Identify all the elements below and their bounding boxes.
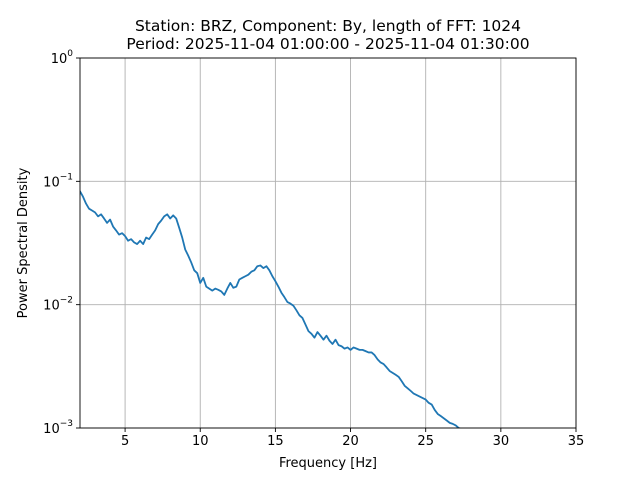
x-tick-label: 20 (342, 434, 359, 449)
plot-area (80, 190, 462, 428)
grid (80, 57, 577, 429)
axes-frame (79, 57, 577, 429)
y-axis-label: Power Spectral Density (16, 167, 31, 318)
x-tick-label: 25 (417, 434, 434, 449)
x-tick-label: 5 (121, 434, 129, 449)
x-axis: 5 10 15 20 25 30 35 (121, 428, 584, 449)
chart-subtitle: Period: 2025-11-04 01:00:00 - 2025-11-04… (126, 35, 529, 53)
x-axis-label: Frequency [Hz] (279, 456, 377, 471)
y-tick-label: 100 (51, 49, 74, 67)
chart-title: Station: BRZ, Component: By, length of F… (135, 17, 521, 35)
x-tick-label: 30 (493, 434, 510, 449)
y-tick-label: 10−3 (43, 419, 73, 437)
x-tick-label: 15 (267, 434, 284, 449)
psd-series-line (80, 190, 462, 428)
y-tick-label: 10−1 (43, 172, 73, 190)
x-tick-label: 10 (192, 434, 209, 449)
y-axis: 10−3 10−2 10−1 100 (43, 49, 80, 437)
x-tick-label: 35 (568, 434, 585, 449)
y-tick-label: 10−2 (43, 296, 73, 314)
